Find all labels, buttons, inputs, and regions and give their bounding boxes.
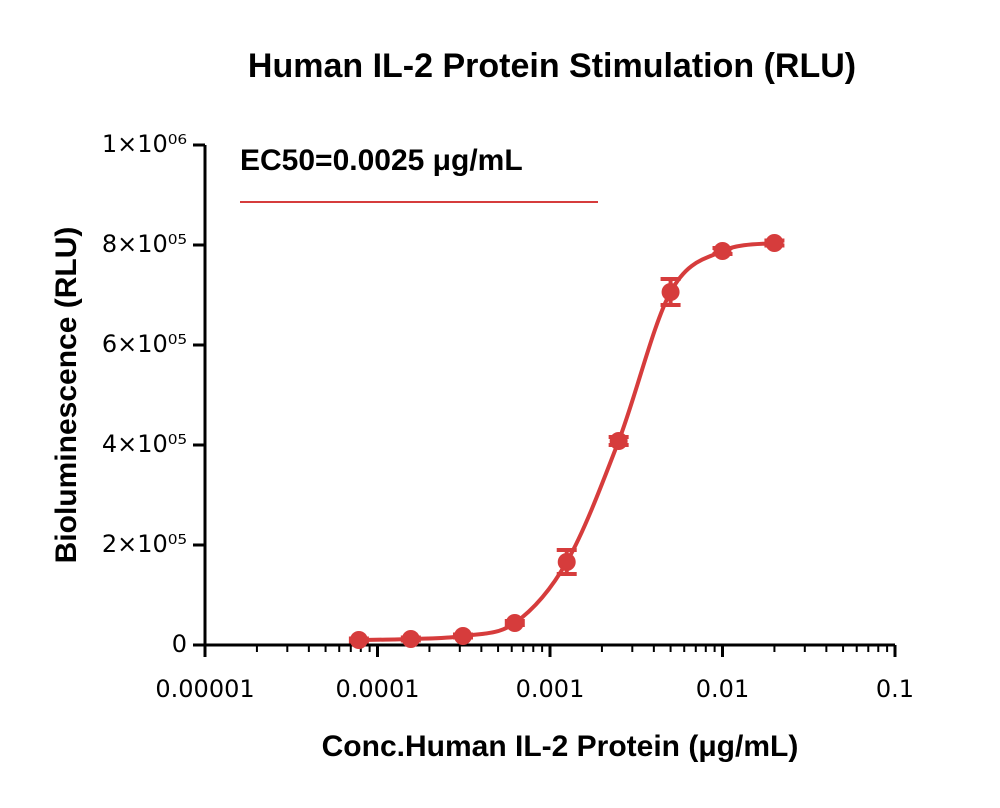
data-point [557, 553, 576, 571]
y-tick-label: 2×10⁰⁵ [102, 530, 187, 558]
y-tick-label: 1×10⁰⁶ [102, 130, 187, 158]
data-point [661, 283, 680, 301]
data-point [505, 614, 524, 632]
y-tick-label: 4×10⁰⁵ [102, 430, 187, 458]
y-tick-label: 0 [172, 630, 187, 658]
data-point [765, 234, 784, 252]
data-point [453, 627, 472, 645]
x-axis-label: Conc.Human IL-2 Protein (μg/mL) [322, 730, 799, 763]
chart-title: Human IL-2 Protein Stimulation (RLU) [248, 47, 856, 85]
data-point [713, 242, 732, 260]
data-point [349, 631, 368, 649]
annotation: EC50=0.0025 μg/mL [240, 144, 523, 177]
x-tick-label: 0.001 [516, 675, 585, 703]
x-tick-label: 0.0001 [336, 675, 420, 703]
data-point [609, 432, 628, 450]
fit-curve [358, 241, 775, 642]
x-tick-label: 0.01 [696, 675, 749, 703]
data-point [401, 630, 420, 648]
y-tick-label: 8×10⁰⁵ [102, 230, 187, 258]
x-tick-label: 0.1 [876, 675, 914, 703]
y-axis-label: Bioluminescence (RLU) [50, 227, 83, 564]
x-tick-label: 0.00001 [155, 675, 254, 703]
y-tick-label: 6×10⁰⁵ [102, 330, 187, 358]
